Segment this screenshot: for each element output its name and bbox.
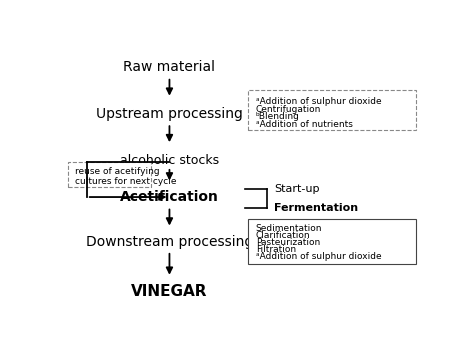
Text: Fermentation: Fermentation xyxy=(274,203,358,213)
Text: Raw material: Raw material xyxy=(123,60,216,74)
Text: reuse of acetifying: reuse of acetifying xyxy=(75,167,159,176)
Text: ᵇBlending: ᵇBlending xyxy=(256,112,300,121)
Text: alcoholic stocks: alcoholic stocks xyxy=(120,154,219,166)
Text: ᵃAddition of nutrients: ᵃAddition of nutrients xyxy=(256,120,353,129)
FancyBboxPatch shape xyxy=(248,219,416,264)
Text: Sedimentation: Sedimentation xyxy=(256,224,322,233)
Text: Start-up: Start-up xyxy=(274,184,319,194)
FancyBboxPatch shape xyxy=(248,91,416,130)
Text: Acetification: Acetification xyxy=(120,190,219,204)
Text: Clarification: Clarification xyxy=(256,231,310,240)
Text: ᵃAddition of sulphur dioxide: ᵃAddition of sulphur dioxide xyxy=(256,97,382,106)
Text: cultures for next cycle: cultures for next cycle xyxy=(75,177,176,186)
FancyBboxPatch shape xyxy=(68,162,151,187)
Text: Downstream processing: Downstream processing xyxy=(86,235,253,249)
Text: Upstream processing: Upstream processing xyxy=(96,106,243,121)
Text: Centrifugation: Centrifugation xyxy=(256,104,321,114)
Text: ᵃAddition of sulphur dioxide: ᵃAddition of sulphur dioxide xyxy=(256,252,382,261)
Text: Pasteurization: Pasteurization xyxy=(256,238,320,247)
Text: VINEGAR: VINEGAR xyxy=(131,284,208,299)
Text: Filtration: Filtration xyxy=(256,245,296,254)
